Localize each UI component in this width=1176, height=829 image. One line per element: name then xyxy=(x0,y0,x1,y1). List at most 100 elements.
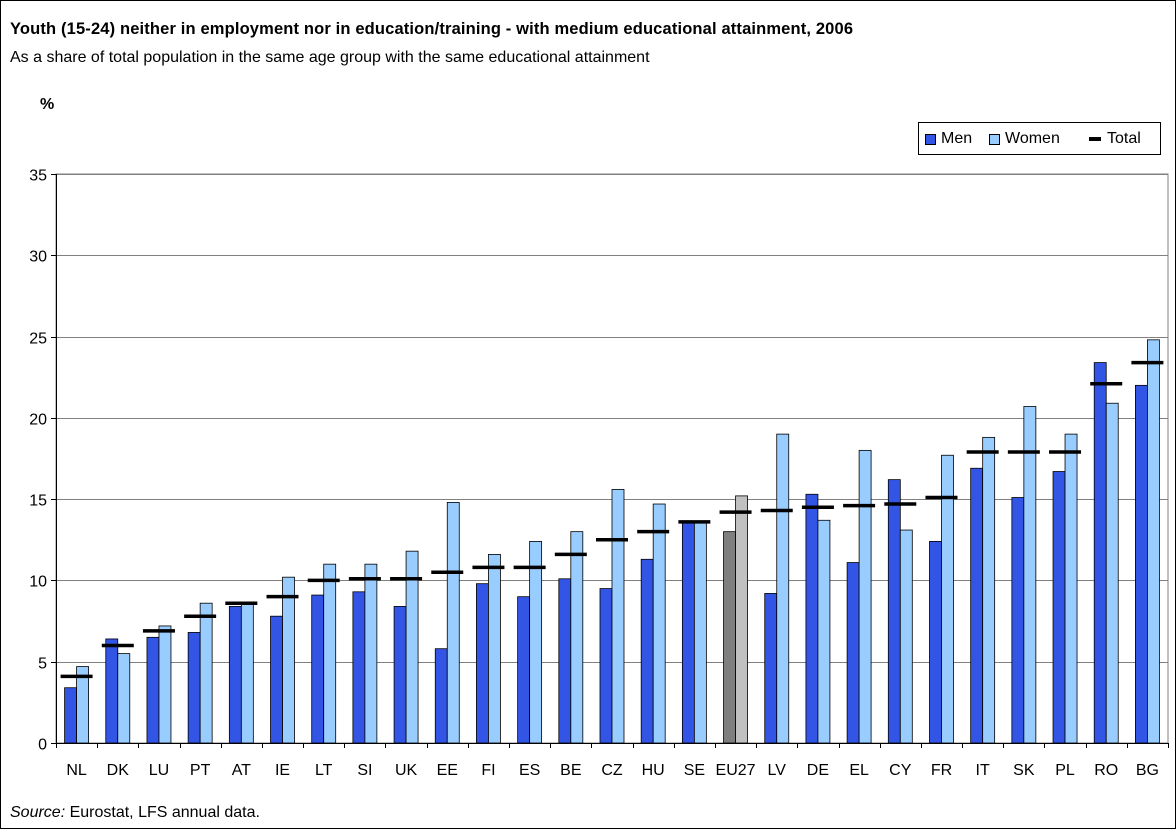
y-tick-label: 35 xyxy=(29,168,47,185)
x-tick-label: LU xyxy=(149,762,169,779)
bar-women xyxy=(982,436,996,744)
x-tick-label: UK xyxy=(395,762,418,779)
x-tick-label: LT xyxy=(315,762,333,779)
y-tick-label: 10 xyxy=(29,574,47,591)
x-tick-label: PL xyxy=(1055,762,1075,779)
bar-men xyxy=(846,562,860,744)
tick-labels: 0 5 10 15 20 25 30 35 NL DK LU PT AT IE LT SI UK EE FI ES BE… xyxy=(29,168,1159,780)
bar-women xyxy=(611,488,625,744)
bar-men xyxy=(1052,471,1066,744)
y-tick-label: 5 xyxy=(38,656,47,673)
x-tick-label: IT xyxy=(976,762,990,779)
legend-label-men: Men xyxy=(941,130,973,147)
x-tick-label: EE xyxy=(437,762,458,779)
bar-men xyxy=(1135,384,1148,744)
bar-men xyxy=(805,493,819,744)
source-label: Source: xyxy=(10,804,66,821)
legend-swatch-women xyxy=(989,133,1000,145)
x-tick-label: FR xyxy=(931,762,952,779)
bar-women xyxy=(1147,339,1160,744)
bar-men xyxy=(146,636,160,744)
x-tick-label: EU27 xyxy=(716,762,756,779)
x-tick-label: CZ xyxy=(601,762,623,779)
bar-men xyxy=(64,687,77,744)
x-tick-label: RO xyxy=(1094,762,1118,779)
bar-men xyxy=(187,632,201,744)
x-tick-label: FI xyxy=(481,762,495,779)
bar-women xyxy=(899,529,913,744)
x-tick-label: HU xyxy=(642,762,665,779)
x-tick-label: BE xyxy=(560,762,581,779)
bar-men xyxy=(434,648,448,744)
bar-men xyxy=(558,578,572,744)
bar-chart: 0 5 10 15 20 25 30 35 NL DK LU PT AT IE LT SI UK EE FI ES BE… xyxy=(29,168,1169,780)
bar-men xyxy=(393,606,407,744)
x-tick-label: SE xyxy=(684,762,705,779)
source-text: Eurostat, LFS annual data. xyxy=(69,804,260,821)
x-tick-label: ES xyxy=(519,762,540,779)
bar-women xyxy=(776,433,790,744)
x-tick-label: LV xyxy=(768,762,787,779)
bar-men xyxy=(352,591,366,744)
bar-men xyxy=(311,594,325,744)
bar-women xyxy=(158,625,172,744)
chart-subtitle: As a share of total population in the sa… xyxy=(10,49,650,66)
x-tick-label: IE xyxy=(275,762,290,779)
bar-men xyxy=(476,583,489,744)
bar-women xyxy=(117,653,131,744)
y-tick-label: 15 xyxy=(29,493,47,510)
x-tick-label: DK xyxy=(107,762,130,779)
bar-women xyxy=(529,541,543,744)
bar-women xyxy=(570,531,584,744)
legend-item-men: Men xyxy=(925,130,972,148)
bar-men xyxy=(764,593,778,744)
legend-marker-total xyxy=(1089,137,1101,141)
legend: Men Women Total xyxy=(918,122,1161,155)
legend-item-women: Women xyxy=(989,130,1060,148)
bar-women xyxy=(735,495,748,744)
y-tick-label: 0 xyxy=(38,737,47,754)
x-tick-label: CY xyxy=(889,762,912,779)
y-tick-label: 20 xyxy=(29,412,47,429)
bar-women xyxy=(652,503,666,744)
bar-women xyxy=(364,563,378,744)
bar-men xyxy=(640,558,654,744)
x-tick-label: NL xyxy=(66,762,87,779)
bar-men xyxy=(270,615,283,744)
bar-women xyxy=(1064,433,1078,744)
bar-women xyxy=(282,576,295,744)
legend-swatch-men xyxy=(925,133,936,145)
axes xyxy=(51,174,1169,748)
bar-women xyxy=(488,554,501,744)
x-tick-label: PT xyxy=(190,762,211,779)
y-axis-label: % xyxy=(40,96,55,113)
bar-men xyxy=(929,541,942,744)
x-tick-label: AT xyxy=(232,762,251,779)
bar-men xyxy=(517,596,531,744)
source-note: Source: Eurostat, LFS annual data. xyxy=(10,804,260,822)
bar-women xyxy=(1023,406,1037,744)
bar-women xyxy=(858,449,872,744)
bar-men xyxy=(1093,362,1107,744)
x-tick-label: DE xyxy=(807,762,829,779)
bar-men xyxy=(723,531,736,744)
bar-women xyxy=(240,602,254,744)
x-tick-label: EL xyxy=(849,762,869,779)
x-tick-label: SK xyxy=(1013,762,1035,779)
bar-men xyxy=(105,638,119,744)
bar-women xyxy=(1105,402,1119,744)
bar-men xyxy=(599,588,613,744)
bar-men xyxy=(681,521,695,744)
y-tick-label: 25 xyxy=(29,331,47,348)
legend-label-women: Women xyxy=(1005,130,1060,147)
bar-women xyxy=(693,521,707,744)
bar-men xyxy=(228,606,242,744)
legend-label-total: Total xyxy=(1107,130,1141,147)
bar-men xyxy=(887,479,901,744)
bar-women xyxy=(323,563,337,744)
bar-women xyxy=(817,519,831,744)
bar-women xyxy=(199,602,213,744)
bar-men xyxy=(1011,497,1025,744)
y-tick-label: 30 xyxy=(29,249,47,266)
